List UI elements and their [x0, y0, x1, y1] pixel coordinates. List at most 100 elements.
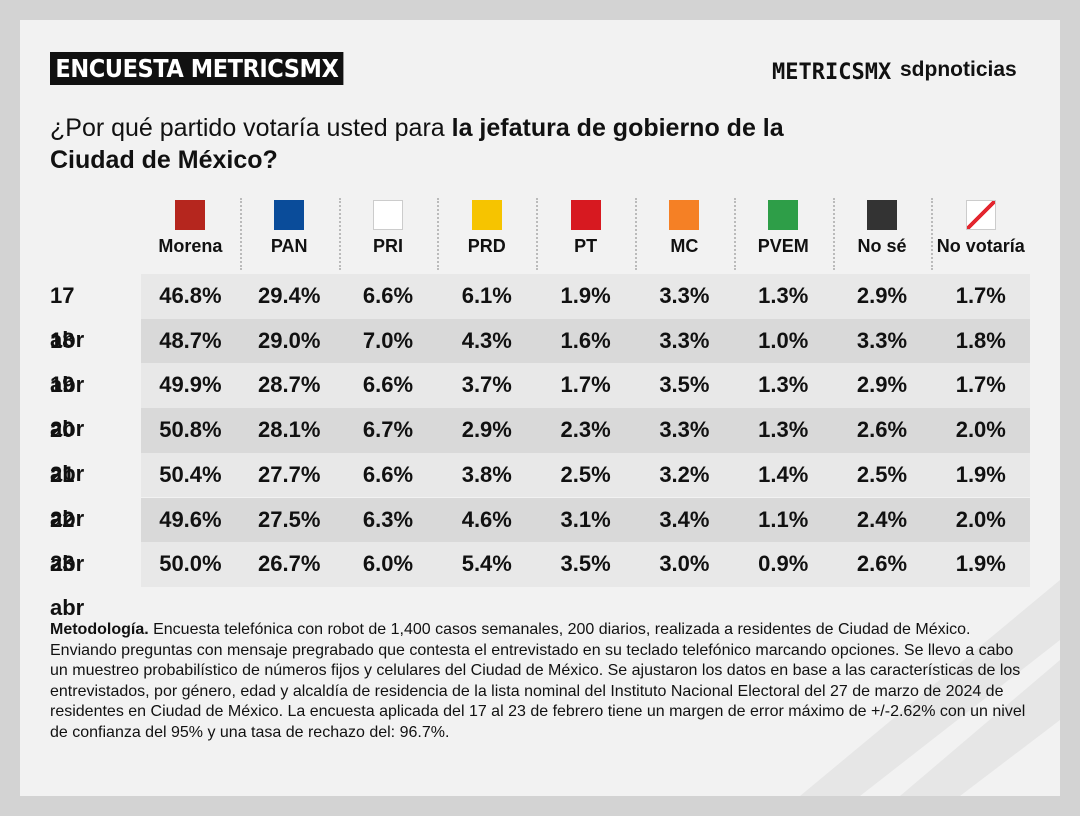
- cell-value: 1.0%: [758, 327, 809, 353]
- cell-value: 6.0%: [362, 551, 414, 577]
- cell-value: 50.8%: [159, 417, 222, 443]
- cell-value: 3.5%: [560, 551, 611, 577]
- separator: [536, 198, 539, 270]
- party-icon: [570, 200, 601, 230]
- question-bold: la jefatura de gobierno de la Ciudad de …: [50, 114, 784, 174]
- row-date: 18 abr: [50, 327, 85, 397]
- logo-sdpnoticias: sdpnoticias: [900, 58, 1017, 81]
- cell-value: 49.9%: [159, 372, 222, 398]
- separator: [832, 198, 835, 270]
- cell-value: 2.6%: [856, 551, 908, 577]
- row-date: 17 abr: [50, 283, 85, 352]
- methodology: Metodología. Encuesta telefónica con rob…: [50, 620, 1035, 743]
- row-background: [141, 542, 1031, 587]
- cell-value: 3.5%: [659, 372, 710, 398]
- cell-value: 27.5%: [258, 506, 321, 532]
- decor: [800, 580, 1060, 796]
- cell-value: 1.3%: [758, 283, 809, 308]
- party-icon: [669, 200, 700, 230]
- cell-value: 3.0%: [659, 551, 710, 577]
- cell-value: 1.9%: [955, 461, 1006, 487]
- cell-value: 2.9%: [461, 417, 512, 443]
- cell-value: 5.4%: [461, 551, 512, 577]
- cell-value: 2.5%: [856, 461, 908, 487]
- row-background: [141, 363, 1031, 409]
- party-icon: [471, 200, 502, 230]
- party-icon: [274, 200, 305, 230]
- cell-value: 2.0%: [955, 506, 1006, 532]
- cell-value: 3.3%: [659, 327, 710, 353]
- cell-value: 26.7%: [258, 551, 321, 577]
- row-background: [141, 452, 1031, 498]
- cell-value: 50.0%: [159, 551, 222, 577]
- cell-value: 1.7%: [560, 372, 611, 398]
- row-date: 19 abr: [50, 372, 85, 442]
- cell-value: 27.7%: [258, 461, 321, 487]
- cell-value: 1.9%: [955, 551, 1006, 577]
- cell-value: 4.6%: [461, 506, 512, 532]
- methodology-text: Encuesta telefónica con robot de 1,400 c…: [50, 621, 1026, 741]
- column-header: PAN: [270, 236, 308, 256]
- column-header: No votaría: [936, 236, 1025, 256]
- cell-value: 7.0%: [362, 327, 414, 353]
- cell-value: 50.4%: [159, 461, 222, 487]
- cell-value: 3.4%: [659, 506, 710, 532]
- separator: [931, 198, 934, 270]
- party-icon: [768, 200, 799, 230]
- cell-value: 1.6%: [560, 327, 611, 353]
- header-tag: ENCUESTA METRICSMX: [50, 52, 344, 85]
- separator: [635, 198, 637, 270]
- row-date: 22 abr: [50, 506, 85, 576]
- cell-value: 28.1%: [258, 417, 321, 443]
- row-background: [141, 274, 1031, 319]
- row-date: 23 abr: [50, 551, 85, 621]
- cell-value: 3.7%: [461, 372, 512, 398]
- cell-value: 2.6%: [856, 417, 908, 443]
- column-header: PRD: [467, 236, 506, 256]
- separator: [338, 198, 341, 270]
- methodology-label: Metodología.: [50, 621, 149, 638]
- cell-value: 1.1%: [758, 506, 809, 532]
- row-date: 21 abr: [50, 461, 85, 531]
- cell-value: 3.2%: [659, 461, 710, 487]
- cell-value: 3.1%: [560, 506, 611, 532]
- cell-value: 2.0%: [955, 417, 1006, 443]
- cell-value: 6.1%: [461, 283, 512, 308]
- question: ¿Por qué partido votaría usted para la j…: [50, 112, 810, 176]
- separator: [733, 198, 736, 270]
- cell-value: 2.9%: [856, 372, 908, 398]
- cell-value: 28.7%: [258, 372, 321, 398]
- cell-value: 29.0%: [258, 327, 321, 353]
- cell-value: 1.8%: [955, 327, 1006, 353]
- cell-value: 0.9%: [758, 551, 809, 577]
- cell-value: 2.9%: [856, 283, 908, 308]
- cell-value: 3.8%: [461, 461, 512, 487]
- cell-value: 3.3%: [659, 283, 710, 308]
- cell-value: 1.7%: [955, 372, 1006, 398]
- cell-value: 49.6%: [159, 506, 222, 532]
- row-date: 20 abr: [50, 417, 85, 487]
- column-header: PVEM: [757, 236, 809, 256]
- column-header: PT: [574, 236, 598, 256]
- cell-value: 4.3%: [461, 327, 512, 353]
- cell-value: 3.3%: [856, 327, 908, 353]
- party-icon: [965, 200, 996, 230]
- column-header: Morena: [158, 236, 223, 256]
- cell-value: 1.3%: [758, 417, 809, 443]
- cell-value: 2.5%: [560, 461, 611, 487]
- panel: ENCUESTA METRICSMX METRICSMX sdpnoticias…: [20, 20, 1060, 796]
- party-icon: [373, 200, 403, 230]
- column-header: PRI: [372, 236, 403, 256]
- cell-value: 1.9%: [560, 283, 611, 308]
- cell-value: 1.7%: [955, 283, 1006, 308]
- cell-value: 2.3%: [560, 417, 611, 443]
- row-background: [141, 408, 1031, 453]
- cell-value: 6.7%: [362, 417, 414, 443]
- party-icon: [175, 200, 206, 230]
- cell-value: 6.6%: [362, 372, 414, 398]
- cell-value: 6.6%: [362, 461, 414, 487]
- cell-value: 1.3%: [758, 372, 809, 398]
- logo-metricsmx: METRICSMX: [772, 60, 892, 85]
- cell-value: 6.6%: [362, 283, 414, 308]
- question-plain: ¿Por qué partido votaría usted para: [50, 114, 452, 142]
